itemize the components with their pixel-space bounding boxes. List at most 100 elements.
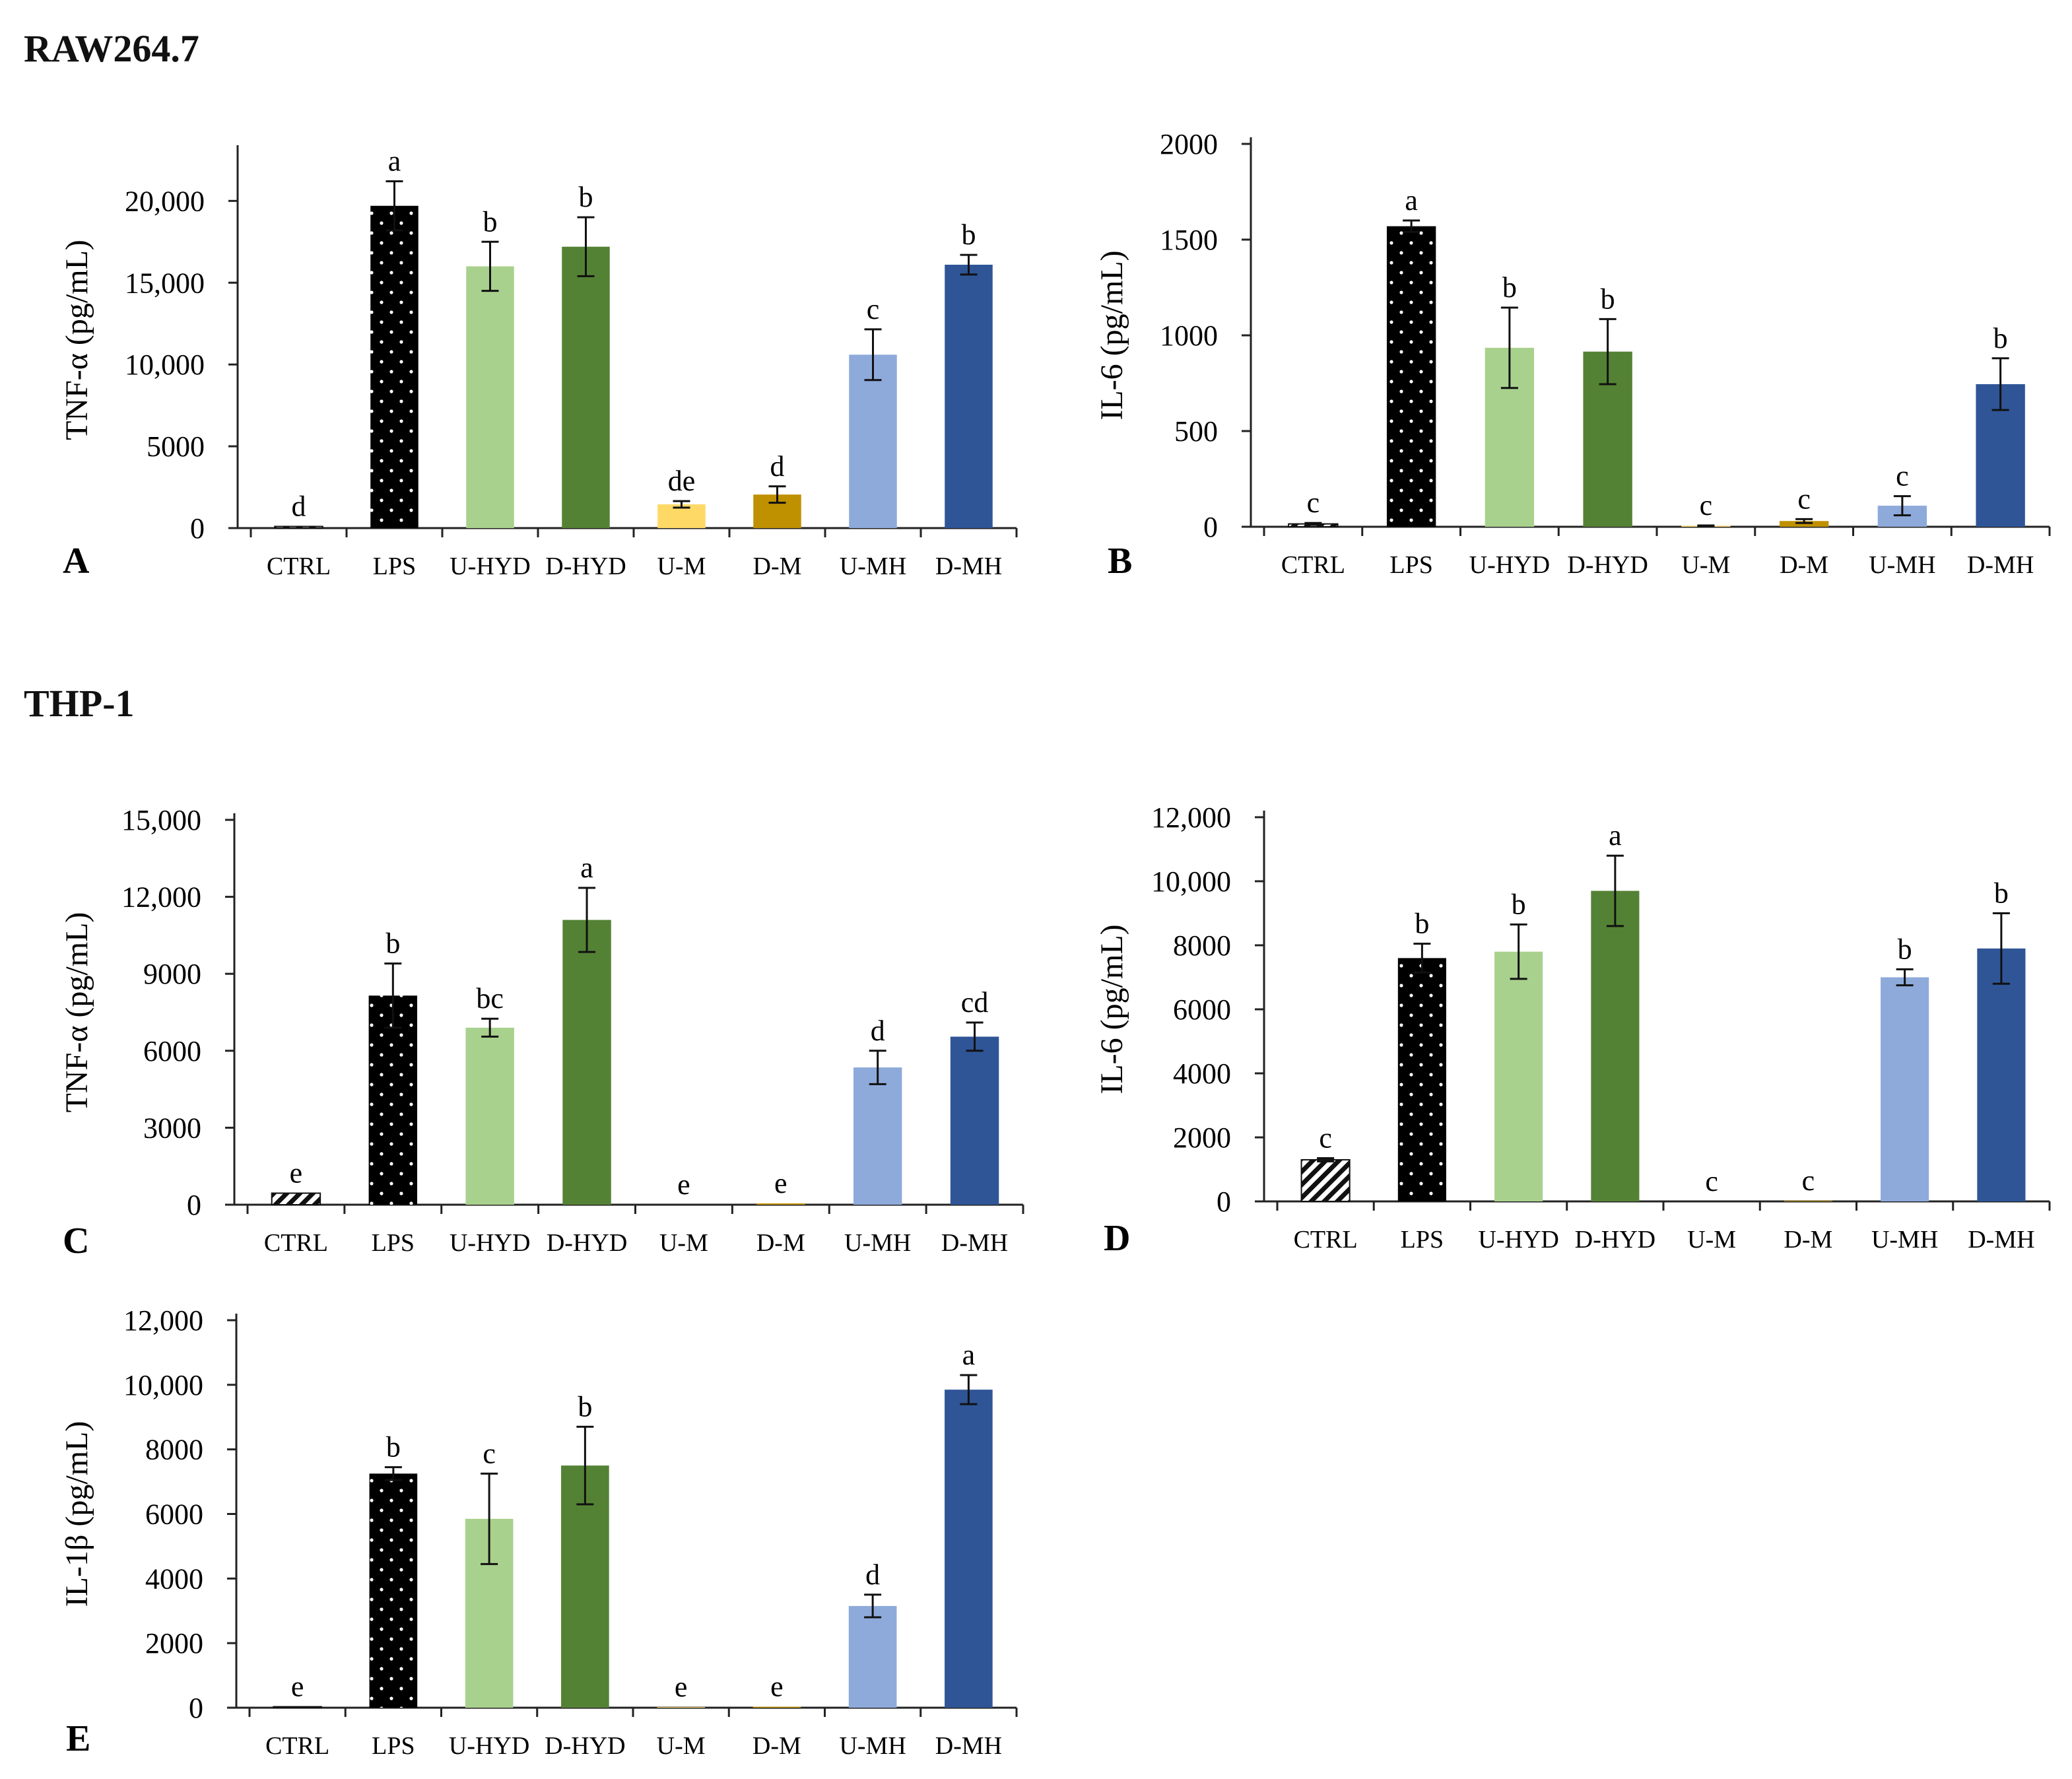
chart-b-y-axis-title: IL-6 (pg/mL) xyxy=(1094,250,1129,420)
chart-b-category-label: D-HYD xyxy=(1567,551,1648,579)
chart-a-bar-lps xyxy=(370,205,418,528)
chart-a-significance-label: c xyxy=(867,293,880,325)
chart-b-y-tick-label: 0 xyxy=(1203,511,1218,543)
chart-a-significance-label: b xyxy=(962,218,976,251)
chart-a-y-tick-label: 0 xyxy=(190,512,205,545)
chart-d-significance-label: b xyxy=(1994,877,2009,910)
chart-a-significance-label: de xyxy=(668,465,696,497)
chart-a-category-label: LPS xyxy=(373,553,416,580)
chart-a-y-tick-label: 10,000 xyxy=(125,349,205,381)
chart-e-category-label: U-M xyxy=(657,1732,706,1760)
chart-e-y-axis-title: IL-1β (pg/mL) xyxy=(59,1421,94,1607)
chart-b-category-label: D-MH xyxy=(1967,551,2034,579)
chart-d-y-axis-title: IL-6 (pg/mL) xyxy=(1094,924,1129,1094)
chart-b-category-label: D-M xyxy=(1780,551,1828,579)
chart-c-panel-letter: C xyxy=(63,1221,89,1261)
chart-d-bar-u-hyd xyxy=(1494,951,1543,1201)
chart-e-significance-label: d xyxy=(865,1559,880,1591)
chart-e-bar-d-mh xyxy=(945,1390,993,1708)
chart-c-bar-u-mh xyxy=(853,1067,902,1205)
chart-b-panel-letter: B xyxy=(1108,541,1132,582)
chart-a-category-label: U-M xyxy=(657,553,706,580)
chart-b-category-label: CTRL xyxy=(1281,551,1345,579)
chart-d-y-tick-label: 8000 xyxy=(1173,929,1231,962)
chart-d-y-tick-label: 2000 xyxy=(1173,1122,1231,1154)
chart-e-category-label: D-HYD xyxy=(545,1732,625,1760)
chart-b-y-tick-label: 1000 xyxy=(1160,319,1218,352)
chart-c-y-tick-label: 9000 xyxy=(143,958,201,990)
chart-a-y-tick-label: 20,000 xyxy=(125,185,205,217)
chart-a-significance-label: b xyxy=(483,205,498,238)
chart-c-category-label: U-MH xyxy=(844,1229,911,1257)
chart-e-bar-u-m xyxy=(657,1707,705,1708)
chart-b-significance-label: b xyxy=(1993,322,2008,354)
chart-b-bar-lps xyxy=(1386,226,1436,527)
chart-e-bar-lps xyxy=(369,1473,418,1708)
chart-b-category-label: LPS xyxy=(1389,551,1432,579)
chart-c-significance-label: d xyxy=(871,1015,885,1047)
section-title-raw: RAW264.7 xyxy=(24,27,199,70)
chart-d-category-label: CTRL xyxy=(1294,1226,1358,1254)
chart-d-y-tick-label: 0 xyxy=(1217,1186,1231,1218)
chart-a-bar-d-hyd xyxy=(562,246,610,528)
chart-a-bar-u-hyd xyxy=(466,266,514,528)
chart-e-category-label: CTRL xyxy=(265,1732,329,1760)
section-title-thp: THP-1 xyxy=(24,682,135,725)
chart-c-y-axis-title: TNF-α (pg/mL) xyxy=(59,912,94,1113)
chart-a-category-label: U-HYD xyxy=(450,553,530,580)
chart-e-category-label: D-M xyxy=(752,1732,801,1760)
chart-b-category-label: U-HYD xyxy=(1469,551,1550,579)
chart-a-significance-label: b xyxy=(579,181,593,213)
chart-c-y-tick-label: 6000 xyxy=(143,1035,201,1067)
chart-a-significance-label: d xyxy=(292,490,306,523)
chart-e-significance-label: b xyxy=(578,1390,592,1423)
chart-b-significance-label: a xyxy=(1405,184,1418,217)
chart-a-significance-label: a xyxy=(388,145,401,178)
chart-b-y-tick-label: 1500 xyxy=(1160,224,1218,256)
chart-d-category-label: LPS xyxy=(1401,1226,1444,1254)
chart-d-category-label: D-M xyxy=(1784,1226,1832,1254)
chart-d-category-label: U-M xyxy=(1687,1226,1736,1254)
chart-d-bar-u-mh xyxy=(1881,977,1929,1201)
chart-a-bar-d-mh xyxy=(945,265,993,528)
chart-d-significance-label: c xyxy=(1705,1165,1718,1197)
chart-d-bar-d-hyd xyxy=(1591,890,1640,1201)
chart-e-significance-label: e xyxy=(770,1671,784,1703)
chart-c-y-tick-label: 0 xyxy=(187,1189,201,1221)
chart-c-y-tick-label: 15,000 xyxy=(121,804,201,836)
chart-d-significance-label: b xyxy=(1415,908,1429,940)
chart-e-panel-letter: E xyxy=(66,1718,90,1759)
chart-e-significance-label: a xyxy=(962,1339,976,1371)
chart-e-category-label: U-MH xyxy=(839,1732,906,1760)
chart-a-y-tick-label: 15,000 xyxy=(125,267,205,299)
chart-e-category-label: D-MH xyxy=(935,1732,1002,1760)
chart-b-significance-label: c xyxy=(1307,487,1320,519)
chart-d-y-tick-label: 10,000 xyxy=(1151,865,1231,898)
chart-b-significance-label: c xyxy=(1797,483,1811,515)
chart-d-bar-lps xyxy=(1397,958,1446,1201)
chart-e-y-tick-label: 12,000 xyxy=(123,1304,203,1337)
chart-c-significance-label: e xyxy=(677,1168,690,1201)
chart-d-significance-label: a xyxy=(1609,819,1622,852)
chart-e-y-tick-label: 2000 xyxy=(145,1627,203,1660)
chart-a-y-axis-title: TNF-α (pg/mL) xyxy=(59,240,94,440)
chart-d-significance-label: b xyxy=(1898,933,1912,965)
chart-c-significance-label: cd xyxy=(961,986,989,1019)
chart-b-y-tick-label: 500 xyxy=(1174,415,1218,448)
chart-c-significance-label: e xyxy=(290,1157,303,1190)
chart-c-significance-label: b xyxy=(385,927,400,960)
chart-e-y-tick-label: 6000 xyxy=(145,1498,203,1531)
chart-c-category-label: U-HYD xyxy=(450,1229,530,1257)
chart-d-y-tick-label: 12,000 xyxy=(1151,801,1231,834)
chart-e-bar-d-hyd xyxy=(561,1465,609,1708)
chart-c-significance-label: e xyxy=(774,1167,787,1199)
chart-d-category-label: D-HYD xyxy=(1575,1226,1655,1254)
chart-e-y-tick-label: 0 xyxy=(189,1692,203,1724)
chart-a-category-label: U-MH xyxy=(840,553,906,580)
chart-a-category-label: D-MH xyxy=(935,553,1002,580)
chart-c-bar-lps xyxy=(368,995,418,1205)
chart-a-category-label: D-HYD xyxy=(545,553,626,580)
chart-e-significance-label: b xyxy=(386,1431,401,1463)
chart-d-category-label: U-MH xyxy=(1871,1226,1938,1254)
chart-a-category-label: CTRL xyxy=(267,553,331,580)
